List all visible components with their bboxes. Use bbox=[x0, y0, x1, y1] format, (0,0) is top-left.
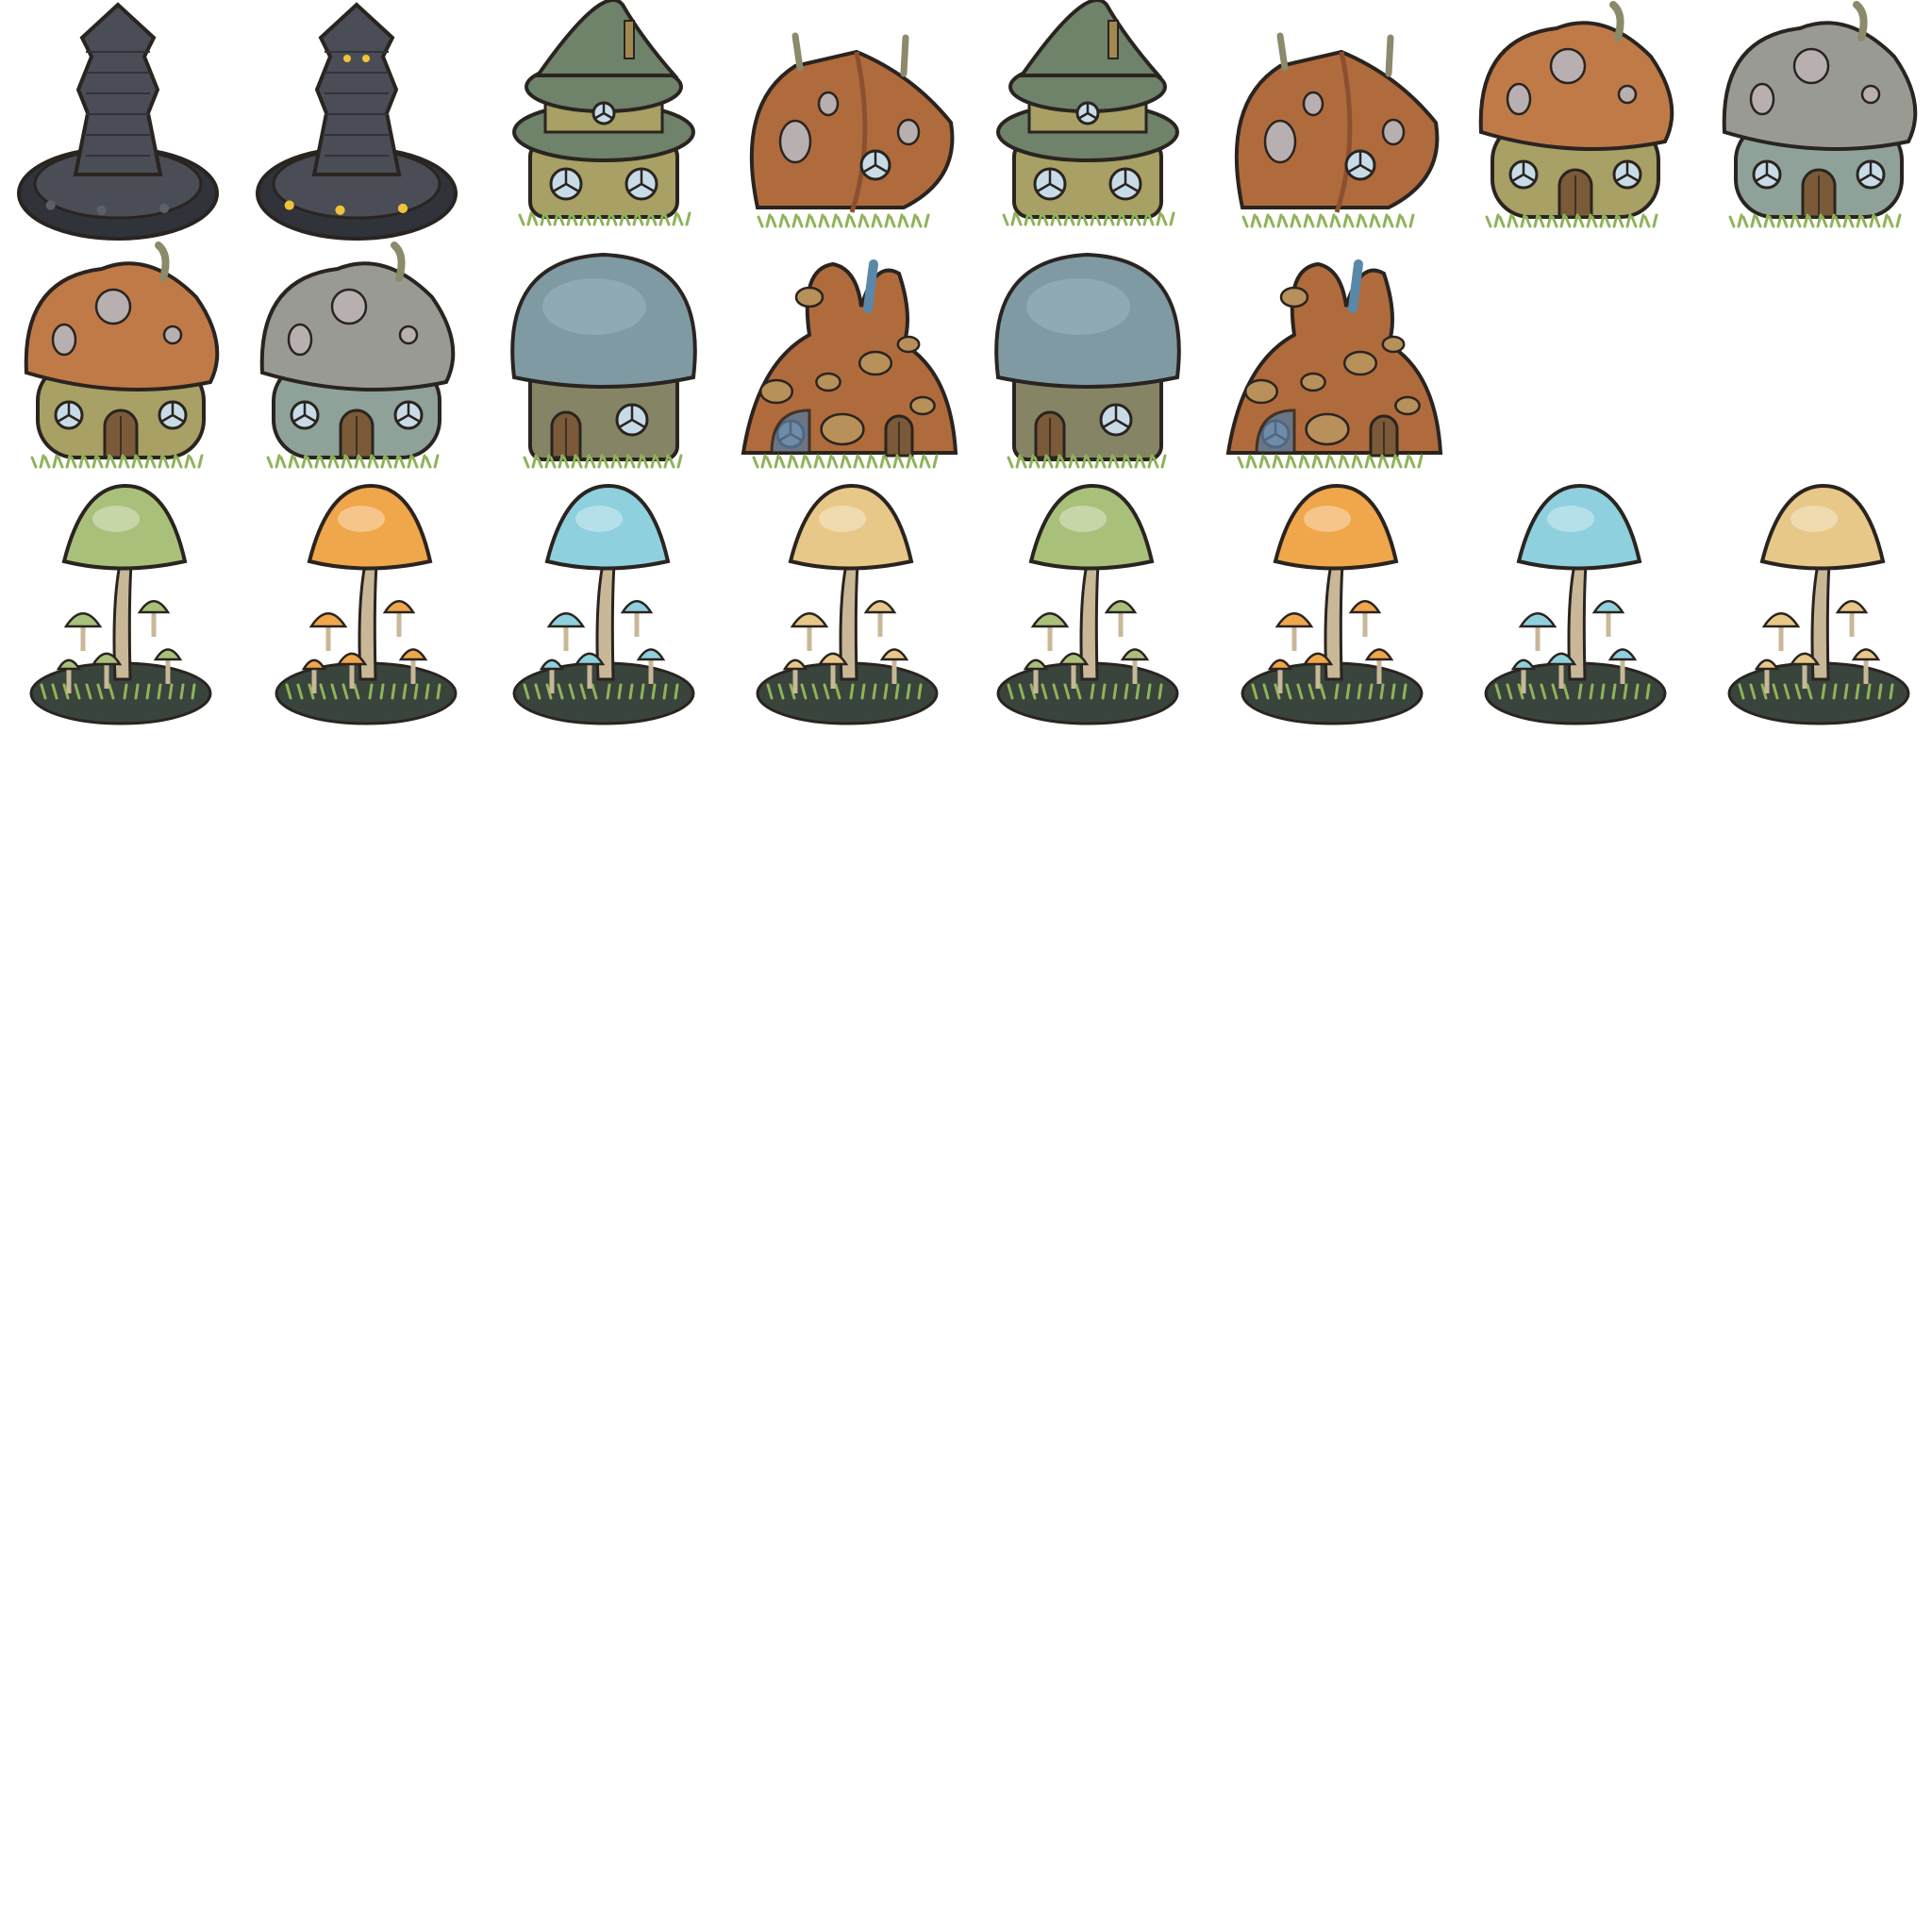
orange-mushroom-house-alt-sprite bbox=[24, 242, 220, 469]
green-mushroom-cluster-alt-sprite bbox=[996, 483, 1179, 725]
brown-gable-house-alt-sprite bbox=[1234, 32, 1440, 228]
blue-dome-house-alt-sprite bbox=[994, 252, 1181, 469]
orange-mushroom-cluster-alt-sprite bbox=[1241, 483, 1424, 725]
grey-mushroom-house-sprite bbox=[1722, 1, 1918, 228]
orange-mushroom-cluster-sprite bbox=[275, 483, 458, 725]
blue-dome-house-sprite bbox=[510, 252, 697, 469]
brown-eared-house-alt-sprite bbox=[1225, 259, 1443, 469]
green-tower-house-alt-sprite bbox=[996, 0, 1179, 226]
blue-mushroom-cluster-sprite bbox=[512, 483, 695, 725]
buildings-row-2 bbox=[24, 242, 1443, 469]
grey-mushroom-house-alt-sprite bbox=[259, 242, 456, 469]
tan-mushroom-cluster-alt-sprite bbox=[1727, 483, 1910, 725]
mushroom-clusters-row bbox=[29, 483, 1910, 725]
brown-eared-house-sprite bbox=[741, 259, 958, 469]
blue-mushroom-cluster-alt-sprite bbox=[1484, 483, 1667, 725]
orange-mushroom-house-sprite bbox=[1478, 1, 1674, 228]
brown-gable-house-sprite bbox=[749, 32, 955, 228]
stone-obelisk-sprite bbox=[17, 2, 219, 241]
green-mushroom-cluster-sprite bbox=[29, 483, 212, 725]
green-tower-house-sprite bbox=[512, 0, 695, 226]
tan-mushroom-cluster-sprite bbox=[756, 483, 939, 725]
buildings-row-1 bbox=[17, 0, 1918, 241]
stone-obelisk-glowing-sprite bbox=[256, 2, 458, 241]
